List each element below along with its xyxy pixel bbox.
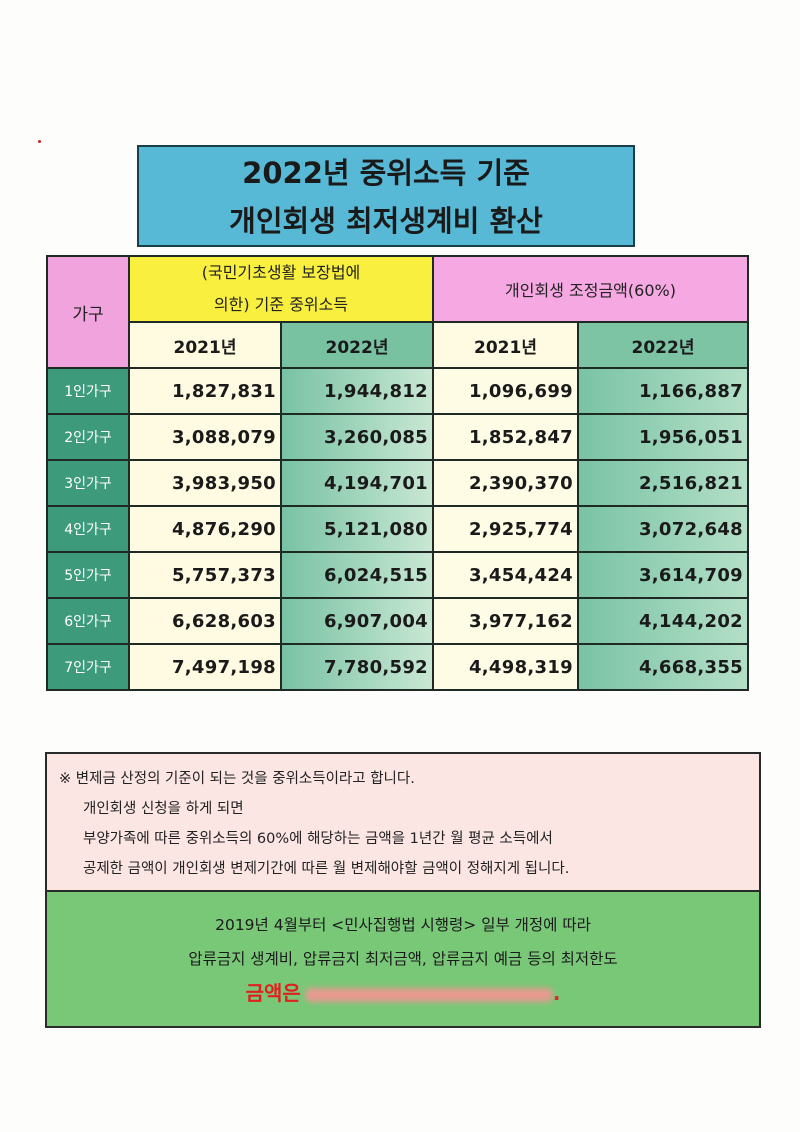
blurred-amount xyxy=(304,987,553,1002)
household-label: 7인가구 xyxy=(46,643,130,691)
household-label: 4인가구 xyxy=(46,505,130,553)
note-box: ※ 변제금 산정의 기준이 되는 것을 중위소득이라고 합니다. 개인회생 신청… xyxy=(45,752,761,892)
household-label: 2인가구 xyxy=(46,413,130,461)
table-row: 1인가구 1,827,831 1,944,812 1,096,699 1,166,887 xyxy=(46,367,749,415)
amount-cell: 2,390,370 xyxy=(432,459,579,507)
table-row: 4인가구 4,876,290 5,121,080 2,925,774 3,072,648 xyxy=(46,505,749,553)
amount-cell: 1,944,812 xyxy=(280,367,434,415)
year-header: 2022년 xyxy=(280,321,434,369)
table-row: 3인가구 3,983,950 4,194,701 2,390,370 2,516,821 xyxy=(46,459,749,507)
amount-cell: 4,668,355 xyxy=(577,643,749,691)
amount-cell: 6,907,004 xyxy=(280,597,434,645)
amount-cell: 3,614,709 xyxy=(577,551,749,599)
household-label: 5인가구 xyxy=(46,551,130,599)
title-line-1: 2022년 중위소득 기준 xyxy=(242,156,530,190)
amount-cell: 1,096,699 xyxy=(432,367,579,415)
title-line-2: 개인회생 최저생계비 환산 xyxy=(229,204,543,238)
amount-cell: 4,498,319 xyxy=(432,643,579,691)
amount-cell: 7,497,198 xyxy=(128,643,282,691)
amount-cell: 6,024,515 xyxy=(280,551,434,599)
table-row: 6인가구 6,628,603 6,907,004 3,977,162 4,144,202 xyxy=(46,597,749,645)
header-median-line-1: (국민기초생활 보장법에 xyxy=(201,263,361,282)
amount-cell: 5,121,080 xyxy=(280,505,434,553)
amount-cell: 1,827,831 xyxy=(128,367,282,415)
amount-cell: 3,088,079 xyxy=(128,413,282,461)
amount-cell: 3,072,648 xyxy=(577,505,749,553)
amount-line: 금액은. xyxy=(47,976,759,1010)
table-row: 2인가구 3,088,079 3,260,085 1,852,847 1,956,051 xyxy=(46,413,749,461)
header-median-income: (국민기초생활 보장법에 의한) 기준 중위소득 xyxy=(128,255,434,323)
amount-cell: 6,628,603 xyxy=(128,597,282,645)
header-median-line-2: 의한) 기준 중위소득 xyxy=(213,295,349,314)
law-line-1: 2019년 4월부터 <민사집행법 시행령> 일부 개정에 따라 xyxy=(215,916,591,934)
amount-cell: 4,144,202 xyxy=(577,597,749,645)
amount-cell: 4,876,290 xyxy=(128,505,282,553)
household-label: 1인가구 xyxy=(46,367,130,415)
note-line-1: ※ 변제금 산정의 기준이 되는 것을 중위소득이라고 합니다. xyxy=(59,771,415,787)
amount-cell: 3,977,162 xyxy=(432,597,579,645)
amount-cell: 3,260,085 xyxy=(280,413,434,461)
stray-mark xyxy=(38,140,41,143)
amount-cell: 5,757,373 xyxy=(128,551,282,599)
year-header: 2022년 xyxy=(577,321,749,369)
year-header: 2021년 xyxy=(128,321,282,369)
law-line-2: 압류금지 생계비, 압류금지 최저금액, 압류금지 예금 등의 최저한도 xyxy=(188,950,618,968)
amount-cell: 1,852,847 xyxy=(432,413,579,461)
amount-cell: 2,925,774 xyxy=(432,505,579,553)
note-line-4: 공제한 금액이 개인회생 변제기간에 따른 월 변제해야할 금액이 정해지게 됩… xyxy=(83,861,570,877)
amount-suffix: . xyxy=(552,981,561,1005)
year-header: 2021년 xyxy=(432,321,579,369)
header-household: 가구 xyxy=(46,255,130,369)
amount-cell: 3,983,950 xyxy=(128,459,282,507)
note-line-3: 부양가족에 따른 중위소득의 60%에 해당하는 금액을 1년간 월 평균 소득… xyxy=(83,831,553,847)
household-label: 3인가구 xyxy=(46,459,130,507)
household-label: 6인가구 xyxy=(46,597,130,645)
amount-prefix: 금액은 xyxy=(245,981,301,1005)
note-line-2: 개인회생 신청을 하게 되면 xyxy=(83,801,244,817)
amount-cell: 4,194,701 xyxy=(280,459,434,507)
table-row: 7인가구 7,497,198 7,780,592 4,498,319 4,668,355 xyxy=(46,643,749,691)
table-row: 5인가구 5,757,373 6,024,515 3,454,424 3,614,709 xyxy=(46,551,749,599)
title-box: 2022년 중위소득 기준 개인회생 최저생계비 환산 xyxy=(137,145,635,247)
law-box: 2019년 4월부터 <민사집행법 시행령> 일부 개정에 따라 압류금지 생계… xyxy=(45,892,761,1028)
amount-cell: 2,516,821 xyxy=(577,459,749,507)
amount-cell: 3,454,424 xyxy=(432,551,579,599)
amount-cell: 1,956,051 xyxy=(577,413,749,461)
amount-cell: 1,166,887 xyxy=(577,367,749,415)
amount-cell: 7,780,592 xyxy=(280,643,434,691)
income-table: 가구 (국민기초생활 보장법에 의한) 기준 중위소득 개인회생 조정금액(60… xyxy=(46,255,749,691)
header-adjusted-amount: 개인회생 조정금액(60%) xyxy=(432,255,749,323)
